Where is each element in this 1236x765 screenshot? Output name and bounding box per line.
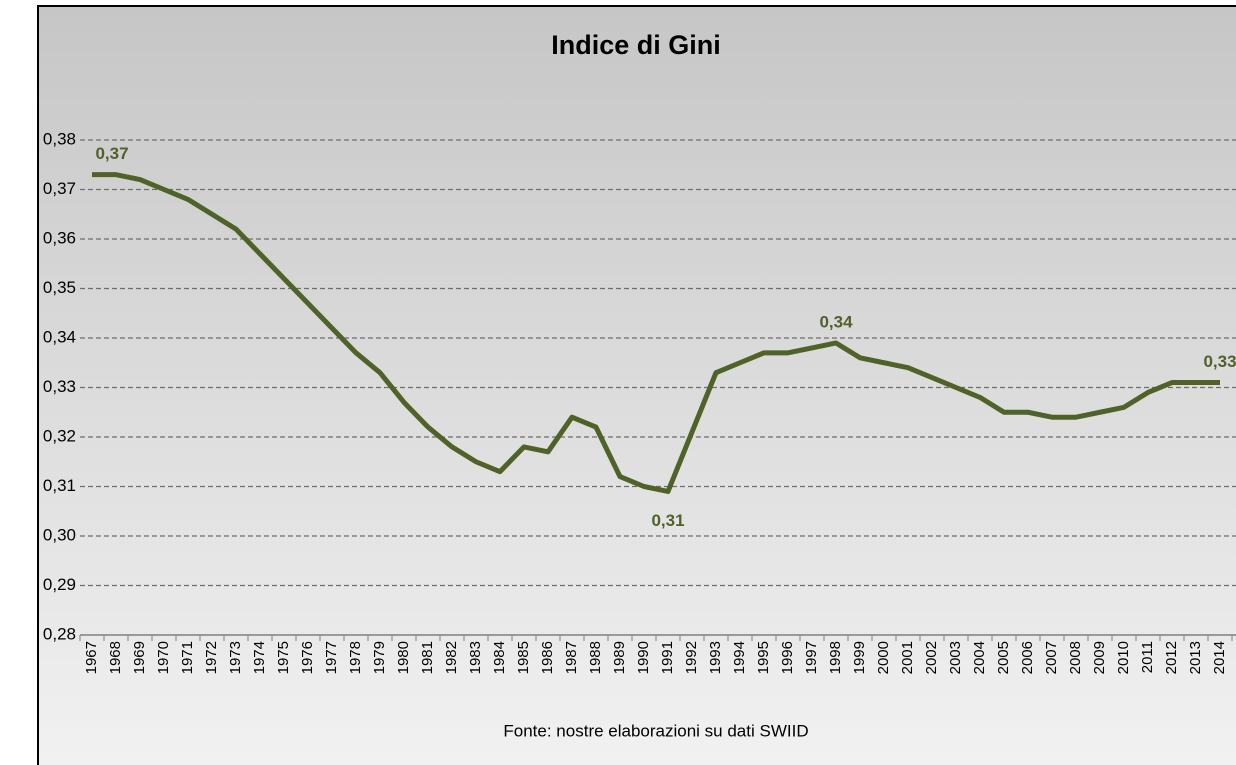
- x-tick-label: 2004: [971, 641, 988, 674]
- x-tick-label: 1970: [155, 641, 172, 674]
- x-tick-label: 1999: [851, 641, 868, 674]
- y-tick-label: 0,36: [43, 228, 76, 247]
- x-tick-label: 1975: [275, 641, 292, 674]
- x-tick-label: 2003: [947, 641, 964, 674]
- source-note: Fonte: nostre elaborazioni su dati SWIID: [503, 721, 808, 740]
- x-tick-label: 2010: [1115, 641, 1132, 674]
- x-tick-label: 1989: [611, 641, 628, 674]
- x-tick-label: 1996: [779, 641, 796, 674]
- x-tick-label: 1968: [107, 641, 124, 674]
- x-tick-label: 1995: [755, 641, 772, 674]
- x-tick-label: 1971: [179, 641, 196, 674]
- x-tick-label: 1978: [347, 641, 364, 674]
- data-label: 0,31: [651, 511, 684, 530]
- data-line: [92, 172, 1220, 494]
- x-tick-label: 1967: [83, 641, 100, 674]
- y-tick-label: 0,38: [43, 129, 76, 148]
- x-tick-label: 2013: [1187, 641, 1204, 674]
- x-tick-label: 1998: [827, 641, 844, 674]
- y-tick-label: 0,33: [43, 377, 76, 396]
- x-tick-label: 1972: [203, 641, 220, 674]
- x-tick-label: 2005: [995, 641, 1012, 674]
- y-tick-label: 0,31: [43, 476, 76, 495]
- x-tick-label: 1984: [491, 641, 508, 674]
- x-tick-label: 2012: [1163, 641, 1180, 674]
- x-tick-label: 1987: [563, 641, 580, 674]
- chart-background: [37, 5, 1236, 765]
- x-tick-label: 1982: [443, 641, 460, 674]
- data-label: 0,33: [1203, 352, 1236, 371]
- x-tick-label: 1997: [803, 641, 820, 674]
- x-tick-label: 1985: [515, 641, 532, 674]
- y-tick-label: 0,30: [43, 525, 76, 544]
- y-tick-label: 0,29: [43, 575, 76, 594]
- y-tick-label: 0,37: [43, 179, 76, 198]
- x-tick-label: 1974: [251, 641, 268, 674]
- x-tick-label: 2006: [1019, 641, 1036, 674]
- x-tick-label: 1993: [707, 641, 724, 674]
- x-tick-label: 2009: [1091, 641, 1108, 674]
- x-tick-label: 1976: [299, 641, 316, 674]
- data-label: 0,34: [819, 312, 853, 331]
- x-tick-label: 1973: [227, 641, 244, 674]
- x-tick-label: 2001: [899, 641, 916, 674]
- x-tick-label: 1980: [395, 641, 412, 674]
- x-tick-label: 1969: [131, 641, 148, 674]
- x-tick-label: 2011: [1139, 641, 1156, 673]
- x-tick-label: 2002: [923, 641, 940, 674]
- x-tick-label: 1977: [323, 641, 340, 674]
- y-tick-label: 0,28: [43, 624, 76, 643]
- y-tick-label: 0,35: [43, 278, 76, 297]
- y-tick-label: 0,34: [43, 327, 76, 346]
- x-tick-label: 2014: [1211, 641, 1228, 674]
- chart-title: Indice di Gini: [551, 30, 721, 60]
- x-tick-label: 2000: [875, 641, 892, 674]
- x-tick-label: 1992: [683, 641, 700, 674]
- x-tick-label: 1991: [659, 641, 676, 674]
- x-tick-label: 1983: [467, 641, 484, 674]
- x-tick-label: 1994: [731, 641, 748, 674]
- x-tick-label: 1979: [371, 641, 388, 674]
- x-tick-label: 1988: [587, 641, 604, 674]
- x-tick-label: 2008: [1067, 641, 1084, 674]
- x-tick-label: 2007: [1043, 641, 1060, 674]
- x-tick-label: 1990: [635, 641, 652, 674]
- x-tick-label: 1981: [419, 641, 436, 674]
- x-tick-label: 1986: [539, 641, 556, 674]
- y-tick-label: 0,32: [43, 426, 76, 445]
- data-label: 0,37: [95, 144, 128, 163]
